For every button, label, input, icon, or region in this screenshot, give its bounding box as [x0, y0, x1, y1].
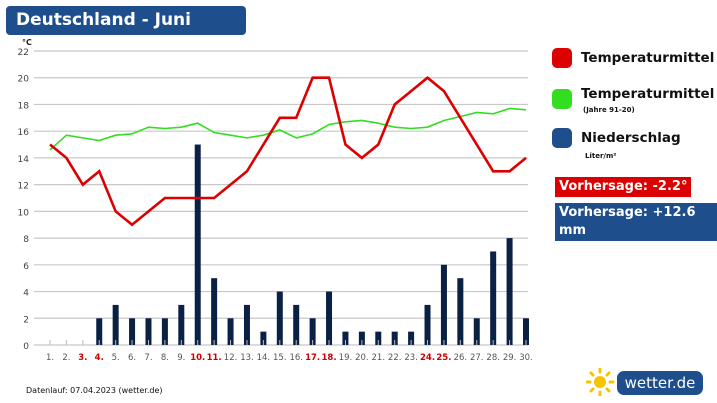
precip-bar [457, 278, 464, 345]
legend-swatch-temp [552, 48, 572, 68]
precip-bar [260, 331, 267, 345]
x-tick-label: 4. [95, 353, 104, 363]
legend-swatch-rain [552, 128, 572, 148]
x-tick-label: 11. [207, 353, 222, 363]
y-tick-label: 4 [23, 289, 29, 299]
x-tick-label: 17. [305, 353, 320, 363]
legend-normal: Temperaturmittel [581, 86, 715, 102]
precip-bar [424, 304, 431, 345]
x-tick-label: 15. [273, 353, 287, 363]
y-tick-label: 16 [18, 128, 30, 138]
x-tick-label: 13. [240, 353, 254, 363]
precip-bar [408, 331, 415, 345]
legend-temp: Temperaturmittel [581, 50, 715, 66]
legend-swatch-normal [552, 89, 572, 109]
x-tick-label: 24. [420, 353, 435, 363]
chart: 0 2 4 6 8 10 12 14 16 18 20 22°C 1. 2. 3. 4. 5. 6. 7. 8. 9. 1… [18, 38, 533, 363]
precip-bar [391, 331, 398, 345]
legend-normal-sub: (Jahre 91-20) [583, 106, 635, 114]
x-tick-label: 26. [454, 353, 468, 363]
precip-bar [506, 238, 513, 345]
precip-bar [473, 318, 480, 345]
x-tick-label: 23. [404, 353, 418, 363]
x-tick-label: 10. [190, 353, 205, 363]
precip-bar [161, 318, 168, 345]
precip-bar [112, 304, 119, 345]
x-tick-label: 7. [144, 353, 152, 363]
chart-title: Deutschland - Juni [6, 6, 246, 35]
y-tick-label: 20 [18, 75, 30, 85]
y-tick-label: 0 [23, 342, 29, 352]
x-tick-label: 14. [257, 353, 271, 363]
y-tick-label: 22 [18, 48, 29, 58]
x-tick-label: 27. [470, 353, 484, 363]
x-tick-label: 16. [289, 353, 303, 363]
x-tick-label: 9. [177, 353, 185, 363]
forecast-rain: Vorhersage: +12.6 mm [555, 203, 717, 241]
x-tick-label: 12. [224, 353, 238, 363]
precip-bar [342, 331, 349, 345]
x-tick-label: 22. [388, 353, 402, 363]
x-tick-label: 5. [112, 353, 120, 363]
x-tick-label: 28. [486, 353, 500, 363]
precip-bar [194, 144, 201, 345]
x-tick-label: 6. [128, 353, 136, 363]
x-tick-label: 18. [322, 353, 337, 363]
y-tick-label: 10 [18, 208, 30, 218]
forecast-temp: Vorhersage: -2.2° [555, 177, 692, 197]
x-tick-label: 29. [503, 353, 517, 363]
precip-bar [96, 318, 103, 345]
precip-bar [145, 318, 152, 345]
logo-text: wetter.de [616, 370, 704, 396]
y-axis-label: °C [22, 38, 32, 47]
temp-line [49, 76, 527, 227]
x-tick-label: 25. [436, 353, 451, 363]
precip-bar [490, 251, 497, 345]
wetter-logo[interactable]: wetter.de [586, 368, 704, 396]
sun-icon [586, 368, 615, 396]
x-tick-label: 1. [46, 353, 54, 363]
y-tick-label: 2 [23, 315, 29, 325]
precip-bar [326, 291, 333, 345]
y-tick-label: 8 [23, 235, 29, 245]
legend-rain-sub: Liter/m² [585, 152, 617, 160]
y-tick-label: 18 [18, 101, 30, 111]
precip-bar [309, 318, 316, 345]
precip-bar [243, 304, 250, 345]
precip-bar [129, 318, 136, 345]
legend-rain: Niederschlag [581, 130, 681, 146]
precip-bar [523, 318, 529, 345]
precip-bar [211, 278, 218, 345]
normal-temp-line [49, 107, 527, 151]
y-tick-label: 6 [23, 262, 29, 272]
precip-bar [227, 318, 234, 345]
precip-bar [276, 291, 283, 345]
x-tick-label: 21. [372, 353, 386, 363]
precip-bar [178, 304, 185, 345]
x-tick-label: 19. [339, 353, 353, 363]
footer-datenlauf: Datenlauf: 07.04.2023 (wetter.de) [26, 386, 163, 395]
y-tick-label: 12 [18, 182, 29, 192]
x-tick-label: 2. [62, 353, 70, 363]
precip-bar [293, 304, 300, 345]
precip-bar [440, 264, 447, 345]
x-tick-label: 20. [355, 353, 369, 363]
y-tick-label: 14 [18, 155, 30, 165]
x-tick-label: 8. [161, 353, 169, 363]
precip-bar [375, 331, 382, 345]
precip-bar [358, 331, 365, 345]
x-tick-label: 3. [78, 353, 87, 363]
x-tick-label: 30. [519, 353, 533, 363]
